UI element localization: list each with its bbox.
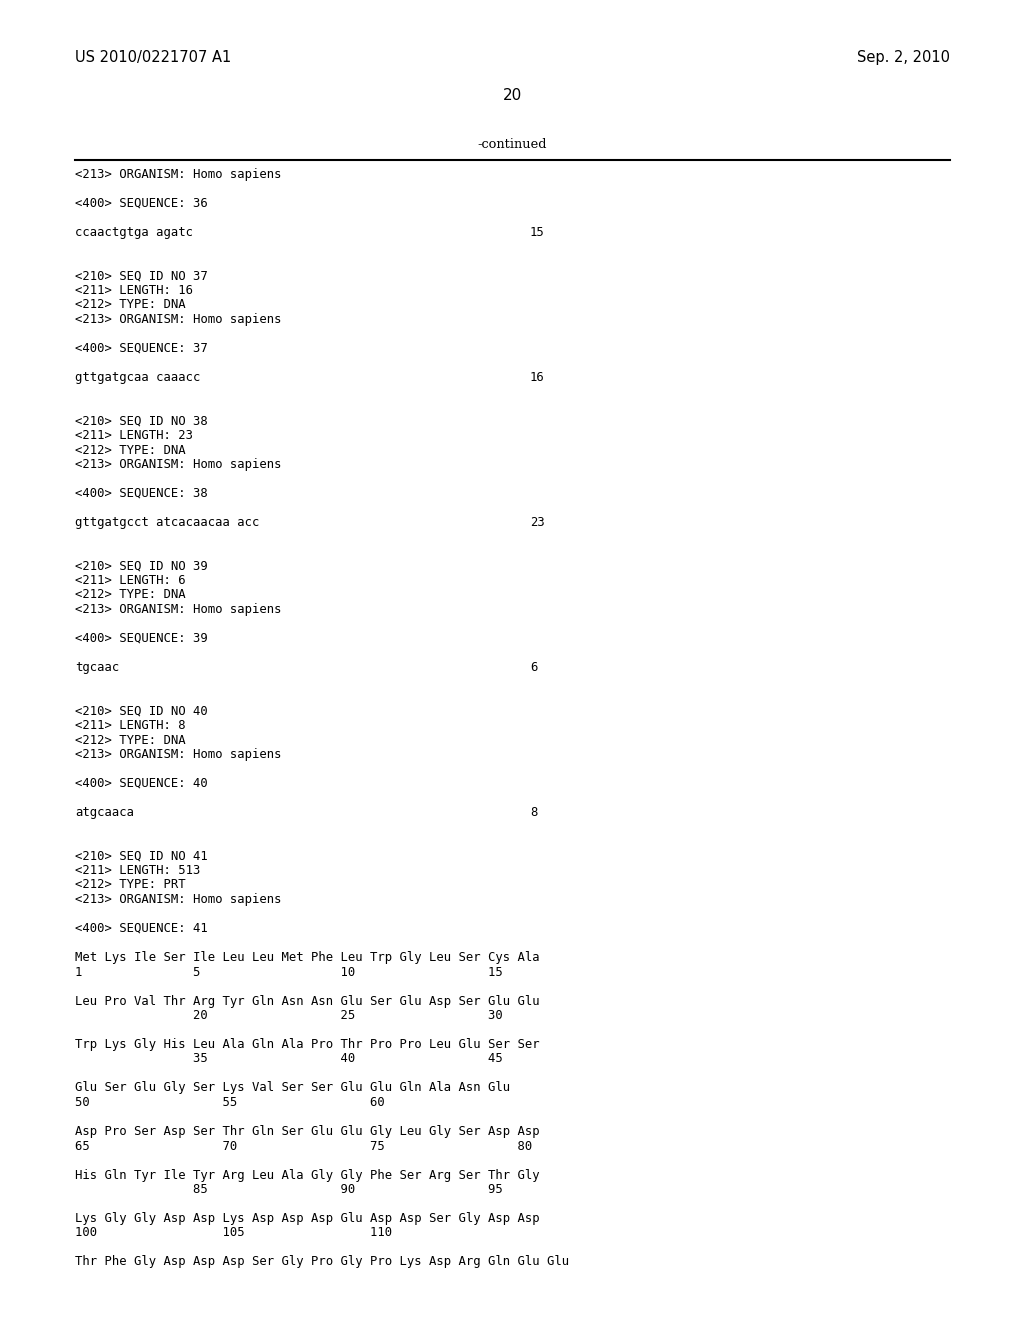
Text: 20: 20 — [503, 88, 521, 103]
Text: 50                  55                  60: 50 55 60 — [75, 1096, 385, 1109]
Text: <213> ORGANISM: Homo sapiens: <213> ORGANISM: Homo sapiens — [75, 748, 282, 762]
Text: <211> LENGTH: 16: <211> LENGTH: 16 — [75, 284, 193, 297]
Text: 15: 15 — [530, 226, 545, 239]
Text: gttgatgcaa caaacc: gttgatgcaa caaacc — [75, 371, 201, 384]
Text: <213> ORGANISM: Homo sapiens: <213> ORGANISM: Homo sapiens — [75, 894, 282, 906]
Text: <212> TYPE: DNA: <212> TYPE: DNA — [75, 298, 185, 312]
Text: -continued: -continued — [477, 139, 547, 150]
Text: <213> ORGANISM: Homo sapiens: <213> ORGANISM: Homo sapiens — [75, 603, 282, 616]
Text: 100                 105                 110: 100 105 110 — [75, 1226, 392, 1239]
Text: Sep. 2, 2010: Sep. 2, 2010 — [857, 50, 950, 65]
Text: <400> SEQUENCE: 37: <400> SEQUENCE: 37 — [75, 342, 208, 355]
Text: <400> SEQUENCE: 41: <400> SEQUENCE: 41 — [75, 921, 208, 935]
Text: ccaactgtga agatc: ccaactgtga agatc — [75, 226, 193, 239]
Text: tgcaac: tgcaac — [75, 661, 119, 675]
Text: <211> LENGTH: 513: <211> LENGTH: 513 — [75, 865, 201, 876]
Text: <213> ORGANISM: Homo sapiens: <213> ORGANISM: Homo sapiens — [75, 313, 282, 326]
Text: Asp Pro Ser Asp Ser Thr Gln Ser Glu Glu Gly Leu Gly Ser Asp Asp: Asp Pro Ser Asp Ser Thr Gln Ser Glu Glu … — [75, 1125, 540, 1138]
Text: 6: 6 — [530, 661, 538, 675]
Text: His Gln Tyr Ile Tyr Arg Leu Ala Gly Gly Phe Ser Arg Ser Thr Gly: His Gln Tyr Ile Tyr Arg Leu Ala Gly Gly … — [75, 1168, 540, 1181]
Text: Glu Ser Glu Gly Ser Lys Val Ser Ser Glu Glu Gln Ala Asn Glu: Glu Ser Glu Gly Ser Lys Val Ser Ser Glu … — [75, 1081, 510, 1094]
Text: <210> SEQ ID NO 37: <210> SEQ ID NO 37 — [75, 269, 208, 282]
Text: <212> TYPE: PRT: <212> TYPE: PRT — [75, 879, 185, 891]
Text: 8: 8 — [530, 807, 538, 818]
Text: US 2010/0221707 A1: US 2010/0221707 A1 — [75, 50, 231, 65]
Text: Trp Lys Gly His Leu Ala Gln Ala Pro Thr Pro Pro Leu Glu Ser Ser: Trp Lys Gly His Leu Ala Gln Ala Pro Thr … — [75, 1038, 540, 1051]
Text: <212> TYPE: DNA: <212> TYPE: DNA — [75, 734, 185, 747]
Text: <400> SEQUENCE: 38: <400> SEQUENCE: 38 — [75, 487, 208, 500]
Text: <211> LENGTH: 6: <211> LENGTH: 6 — [75, 574, 185, 587]
Text: <400> SEQUENCE: 36: <400> SEQUENCE: 36 — [75, 197, 208, 210]
Text: <213> ORGANISM: Homo sapiens: <213> ORGANISM: Homo sapiens — [75, 458, 282, 471]
Text: Thr Phe Gly Asp Asp Asp Ser Gly Pro Gly Pro Lys Asp Arg Gln Glu Glu: Thr Phe Gly Asp Asp Asp Ser Gly Pro Gly … — [75, 1255, 569, 1269]
Text: <211> LENGTH: 23: <211> LENGTH: 23 — [75, 429, 193, 442]
Text: <210> SEQ ID NO 41: <210> SEQ ID NO 41 — [75, 850, 208, 862]
Text: <210> SEQ ID NO 39: <210> SEQ ID NO 39 — [75, 560, 208, 573]
Text: Leu Pro Val Thr Arg Tyr Gln Asn Asn Glu Ser Glu Asp Ser Glu Glu: Leu Pro Val Thr Arg Tyr Gln Asn Asn Glu … — [75, 994, 540, 1007]
Text: 23: 23 — [530, 516, 545, 529]
Text: 16: 16 — [530, 371, 545, 384]
Text: <400> SEQUENCE: 40: <400> SEQUENCE: 40 — [75, 777, 208, 789]
Text: <210> SEQ ID NO 38: <210> SEQ ID NO 38 — [75, 414, 208, 428]
Text: <212> TYPE: DNA: <212> TYPE: DNA — [75, 589, 185, 602]
Text: Lys Gly Gly Asp Asp Lys Asp Asp Asp Glu Asp Asp Ser Gly Asp Asp: Lys Gly Gly Asp Asp Lys Asp Asp Asp Glu … — [75, 1212, 540, 1225]
Text: <400> SEQUENCE: 39: <400> SEQUENCE: 39 — [75, 632, 208, 645]
Text: <212> TYPE: DNA: <212> TYPE: DNA — [75, 444, 185, 457]
Text: <211> LENGTH: 8: <211> LENGTH: 8 — [75, 719, 185, 733]
Text: 20                  25                  30: 20 25 30 — [75, 1008, 503, 1022]
Text: 65                  70                  75                  80: 65 70 75 80 — [75, 1139, 532, 1152]
Text: <213> ORGANISM: Homo sapiens: <213> ORGANISM: Homo sapiens — [75, 168, 282, 181]
Text: Met Lys Ile Ser Ile Leu Leu Met Phe Leu Trp Gly Leu Ser Cys Ala: Met Lys Ile Ser Ile Leu Leu Met Phe Leu … — [75, 950, 540, 964]
Text: 35                  40                  45: 35 40 45 — [75, 1052, 503, 1065]
Text: <210> SEQ ID NO 40: <210> SEQ ID NO 40 — [75, 705, 208, 718]
Text: 85                  90                  95: 85 90 95 — [75, 1183, 503, 1196]
Text: atgcaaca: atgcaaca — [75, 807, 134, 818]
Text: gttgatgcct atcacaacaa acc: gttgatgcct atcacaacaa acc — [75, 516, 259, 529]
Text: 1               5                   10                  15: 1 5 10 15 — [75, 965, 503, 978]
